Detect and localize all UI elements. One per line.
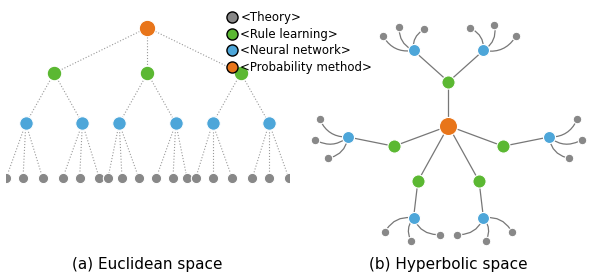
Point — [479, 48, 488, 53]
Point — [380, 230, 390, 234]
Point — [512, 33, 521, 38]
Point — [143, 71, 152, 75]
Point — [228, 176, 237, 181]
Point — [465, 26, 475, 30]
Point — [171, 121, 181, 126]
Point — [474, 179, 484, 183]
Point — [311, 138, 320, 142]
Point — [577, 138, 586, 142]
Point — [453, 232, 462, 237]
Point — [151, 176, 161, 181]
Text: (b) Hyperbolic space: (b) Hyperbolic space — [369, 257, 528, 272]
Point — [182, 176, 192, 181]
Point — [498, 144, 508, 149]
Point — [413, 179, 423, 183]
Point — [481, 239, 491, 243]
Point — [247, 176, 257, 181]
Point — [264, 176, 274, 181]
Point — [75, 176, 84, 181]
Point — [389, 144, 399, 149]
Point — [284, 176, 294, 181]
Point — [38, 176, 48, 181]
Point — [264, 121, 274, 126]
Point — [479, 216, 488, 220]
Legend: <Theory>, <Rule learning>, <Neural network>, <Probability method>: <Theory>, <Rule learning>, <Neural netwo… — [229, 11, 372, 74]
Point — [409, 48, 418, 53]
Point — [134, 176, 144, 181]
Point — [507, 230, 517, 234]
Point — [103, 176, 113, 181]
Point — [114, 121, 124, 126]
Point — [236, 71, 246, 75]
Point — [394, 24, 404, 29]
Point — [1, 176, 11, 181]
Point — [406, 239, 416, 243]
Point — [95, 176, 104, 181]
Point — [208, 176, 217, 181]
Point — [489, 23, 499, 27]
Point — [315, 116, 324, 121]
Point — [420, 27, 429, 32]
Point — [191, 176, 200, 181]
Point — [49, 71, 59, 75]
Point — [143, 26, 152, 30]
Point — [58, 176, 67, 181]
Point — [343, 135, 353, 139]
Point — [323, 156, 333, 160]
Point — [544, 135, 554, 139]
Point — [78, 121, 87, 126]
Point — [168, 176, 178, 181]
Text: (a) Euclidean space: (a) Euclidean space — [72, 257, 223, 272]
Point — [378, 33, 388, 38]
Point — [444, 124, 453, 128]
Point — [208, 121, 217, 126]
Point — [409, 216, 418, 220]
Point — [564, 156, 574, 160]
Point — [444, 80, 453, 84]
Point — [21, 121, 31, 126]
Point — [117, 176, 127, 181]
Point — [435, 232, 444, 237]
Point — [573, 116, 582, 121]
Point — [18, 176, 28, 181]
